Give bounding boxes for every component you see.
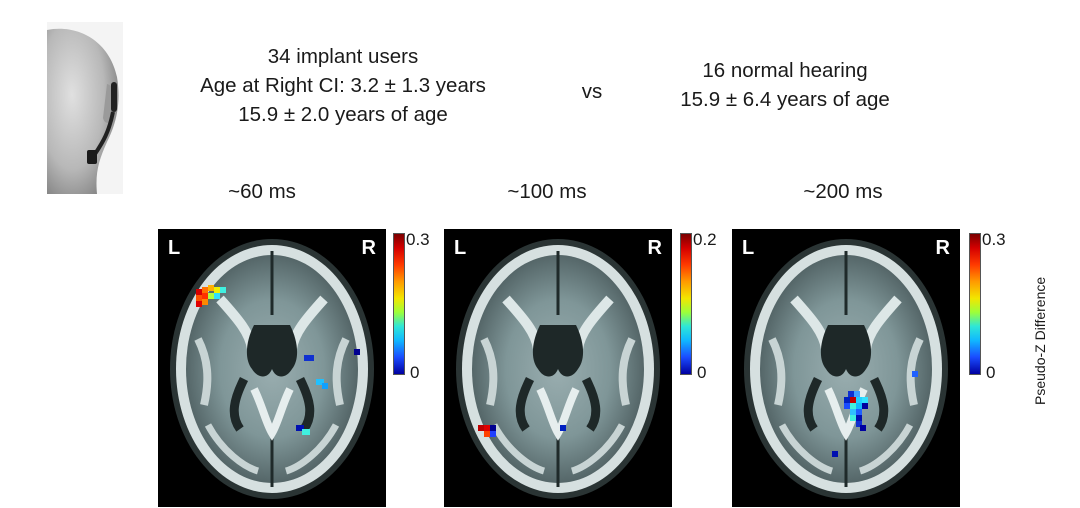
colorbar-max-60ms: 0.3 bbox=[406, 230, 430, 249]
brain-panel-60ms: L R bbox=[158, 229, 386, 507]
brain-slice-60ms bbox=[158, 229, 386, 507]
brain-slice-200ms bbox=[732, 229, 960, 507]
colorbar-min-100ms: 0 bbox=[697, 363, 707, 382]
nh-group-age: 15.9 ± 6.4 years of age bbox=[680, 88, 890, 111]
brain-panel-200ms: L R bbox=[732, 229, 960, 507]
activation-clusters-60ms bbox=[196, 285, 360, 435]
colorbar-200ms bbox=[969, 233, 981, 375]
activation-clusters-200ms bbox=[832, 371, 918, 457]
ci-group-age-at-ci: Age at Right CI: 3.2 ± 1.3 years bbox=[200, 74, 486, 97]
colorbar-min-60ms: 0 bbox=[410, 363, 420, 382]
colorbar-min-200ms: 0 bbox=[986, 363, 996, 382]
left-hemisphere-label-100ms: L bbox=[454, 237, 467, 259]
ci-group-count: 34 implant users bbox=[267, 45, 419, 68]
colorbar-max-200ms: 0.3 bbox=[982, 230, 1006, 249]
brain-panel-100ms: L R bbox=[444, 229, 672, 507]
head-implant-photo bbox=[47, 22, 123, 194]
time-label-200ms: ~200 ms bbox=[803, 180, 883, 203]
brain-slice-100ms bbox=[444, 229, 672, 507]
colorbar-max-100ms: 0.2 bbox=[693, 230, 717, 249]
time-label-100ms: ~100 ms bbox=[507, 180, 587, 203]
nh-group-description: 16 normal hearing 15.9 ± 6.4 years of ag… bbox=[655, 56, 915, 114]
left-hemisphere-label-60ms: L bbox=[168, 237, 181, 259]
right-hemisphere-label-60ms: R bbox=[361, 237, 376, 259]
left-hemisphere-label-200ms: L bbox=[742, 237, 755, 259]
colorbar-100ms bbox=[680, 233, 692, 375]
colorbar-60ms bbox=[393, 233, 405, 375]
time-label-60ms: ~60 ms bbox=[228, 180, 296, 203]
colorbar-title: Pseudo-Z Difference bbox=[1030, 230, 1050, 405]
colorbar-title-text: Pseudo-Z Difference bbox=[1032, 277, 1048, 405]
ci-group-description: 34 implant users Age at Right CI: 3.2 ± … bbox=[168, 42, 518, 129]
right-hemisphere-label-100ms: R bbox=[647, 237, 662, 259]
vs-label: vs bbox=[581, 80, 603, 103]
ci-group-age: 15.9 ± 2.0 years of age bbox=[238, 103, 448, 126]
activation-clusters-100ms bbox=[478, 425, 566, 437]
right-hemisphere-label-200ms: R bbox=[935, 237, 950, 259]
nh-group-count: 16 normal hearing bbox=[702, 59, 868, 82]
